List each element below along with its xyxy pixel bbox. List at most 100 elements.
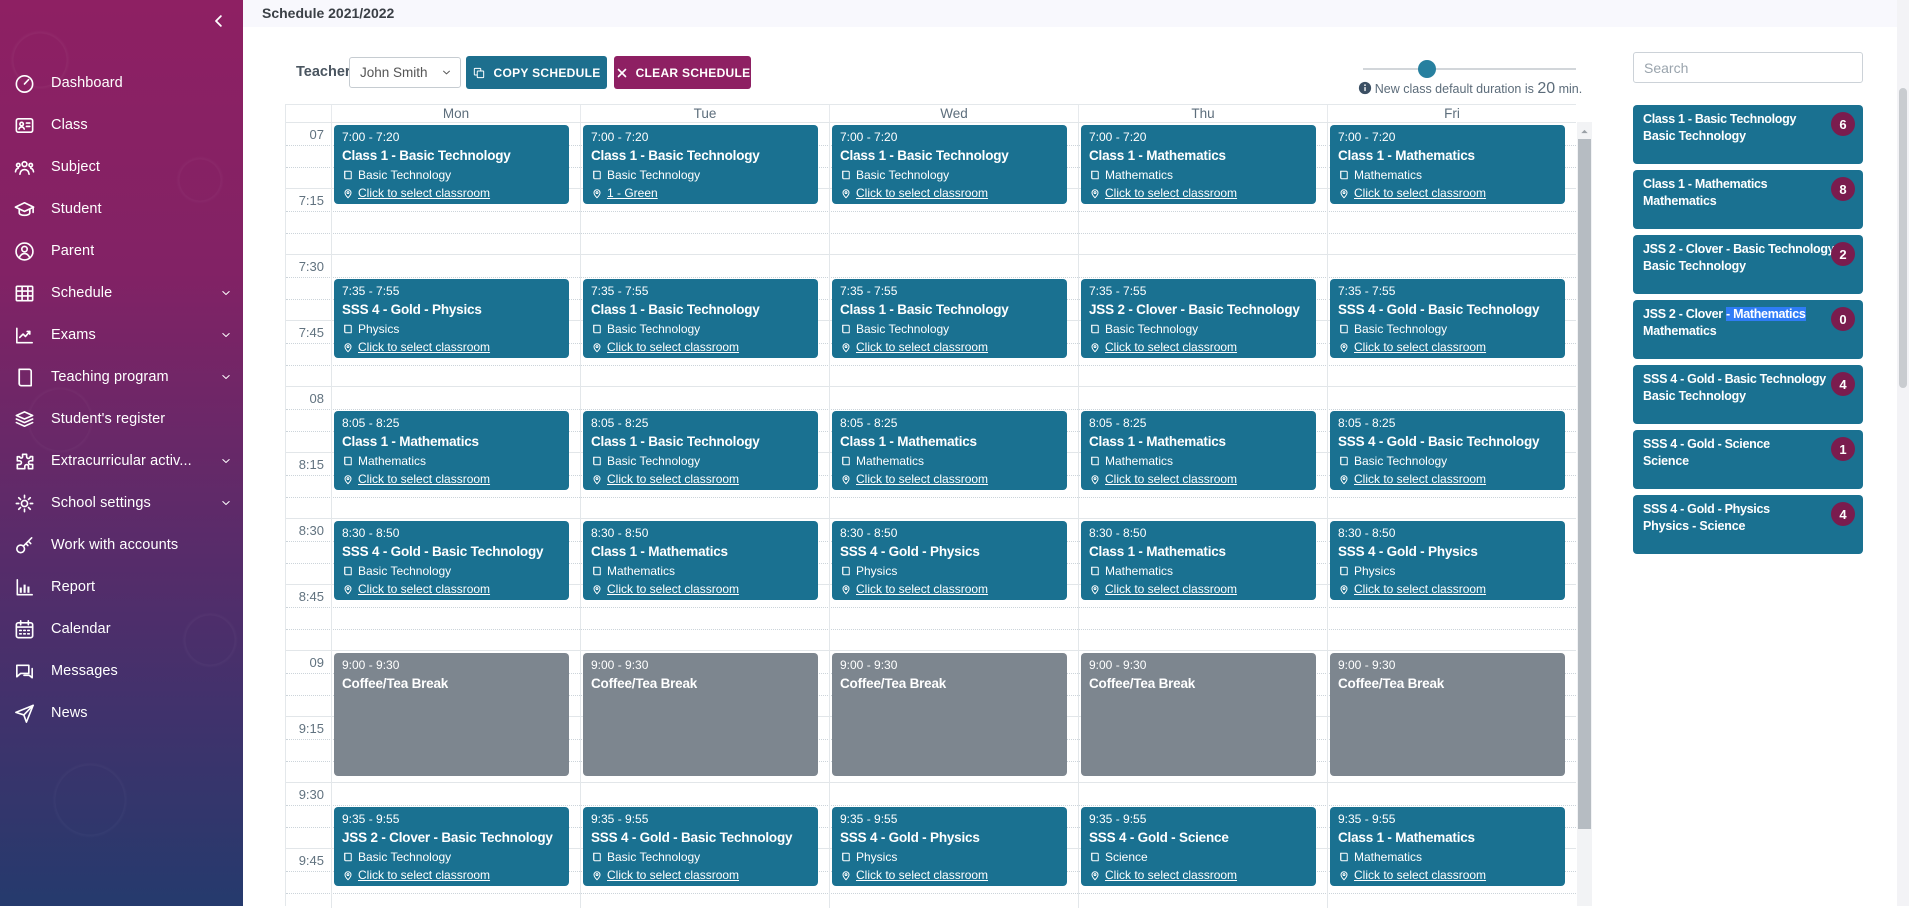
event-subject: Basic Technology [840, 168, 1059, 182]
schedule-event[interactable]: 9:00 - 9:30 Coffee/Tea Break [583, 653, 818, 776]
sidebar-item[interactable]: Student's register [0, 398, 243, 440]
sidebar-item[interactable]: Exams [0, 314, 243, 356]
schedule-event[interactable]: 9:00 - 9:30 Coffee/Tea Break [1330, 653, 1565, 776]
schedule-event[interactable]: 7:00 - 7:20 Class 1 - Basic Technology B… [832, 125, 1067, 204]
schedule-event[interactable]: 7:35 - 7:55 JSS 2 - Clover - Basic Techn… [1081, 279, 1316, 358]
book-icon [840, 565, 852, 577]
schedule-event[interactable]: 7:35 - 7:55 Class 1 - Basic Technology B… [583, 279, 818, 358]
sidebar-item[interactable]: Student [0, 188, 243, 230]
page-scrollbar-thumb[interactable] [1899, 88, 1907, 388]
event-classroom-link[interactable]: Click to select classroom [1338, 472, 1557, 486]
event-classroom-link[interactable]: Click to select classroom [840, 186, 1059, 200]
class-list-item[interactable]: SSS 4 - Gold - Basic Technology Basic Te… [1633, 365, 1863, 424]
schedule-event[interactable]: 9:00 - 9:30 Coffee/Tea Break [1081, 653, 1316, 776]
schedule-event[interactable]: 8:05 - 8:25 SSS 4 - Gold - Basic Technol… [1330, 411, 1565, 490]
book-icon [591, 323, 603, 335]
class-list-item[interactable]: JSS 2 - Clover - Basic Technology Basic … [1633, 235, 1863, 294]
class-list-item[interactable]: SSS 4 - Gold - Science Science 1 [1633, 430, 1863, 489]
event-time: 9:00 - 9:30 [1338, 658, 1396, 672]
sidebar-item[interactable]: Report [0, 566, 243, 608]
event-classroom-link[interactable]: Click to select classroom [1338, 340, 1557, 354]
time-label: 9:15 [298, 721, 324, 736]
copy-schedule-button[interactable]: COPY SCHEDULE [466, 56, 607, 89]
teacher-select[interactable]: John Smith [349, 57, 461, 88]
event-classroom-link[interactable]: Click to select classroom [1089, 582, 1308, 596]
event-classroom-link[interactable]: Click to select classroom [342, 472, 561, 486]
schedule-event[interactable]: 9:00 - 9:30 Coffee/Tea Break [832, 653, 1067, 776]
schedule-event[interactable]: 8:30 - 8:50 SSS 4 - Gold - Physics Physi… [832, 521, 1067, 600]
schedule-event[interactable]: 8:05 - 8:25 Class 1 - Mathematics Mathem… [1081, 411, 1316, 490]
class-list-item[interactable]: SSS 4 - Gold - Physics Physics - Science… [1633, 495, 1863, 554]
event-classroom-link[interactable]: Click to select classroom [342, 868, 561, 882]
count-badge: 4 [1831, 372, 1855, 396]
event-classroom-link[interactable]: Click to select classroom [342, 340, 561, 354]
class-list-item-title: SSS 4 - Gold - Physics [1643, 502, 1770, 516]
class-list-item[interactable]: Class 1 - Mathematics Mathematics 8 [1633, 170, 1863, 229]
schedule-event[interactable]: 7:35 - 7:55 Class 1 - Basic Technology B… [832, 279, 1067, 358]
schedule-event[interactable]: 8:30 - 8:50 Class 1 - Mathematics Mathem… [1081, 521, 1316, 600]
schedule-event[interactable]: 8:05 - 8:25 Class 1 - Mathematics Mathem… [334, 411, 569, 490]
event-classroom-link[interactable]: Click to select classroom [840, 340, 1059, 354]
calendar-icon [13, 618, 36, 641]
event-classroom-link[interactable]: Click to select classroom [1338, 186, 1557, 200]
sidebar-item[interactable]: Messages [0, 650, 243, 692]
schedule-event[interactable]: 7:00 - 7:20 Class 1 - Basic Technology B… [334, 125, 569, 204]
schedule-event[interactable]: 8:05 - 8:25 Class 1 - Basic Technology B… [583, 411, 818, 490]
sidebar-item[interactable]: Schedule [0, 272, 243, 314]
scroll-up-arrow-icon[interactable] [1577, 124, 1592, 136]
event-classroom-link[interactable]: Click to select classroom [591, 582, 810, 596]
schedule-event[interactable]: 7:00 - 7:20 Class 1 - Mathematics Mathem… [1081, 125, 1316, 204]
sidebar-item[interactable]: Calendar [0, 608, 243, 650]
event-classroom-link[interactable]: Click to select classroom [840, 868, 1059, 882]
event-classroom-link[interactable]: Click to select classroom [342, 186, 561, 200]
clear-schedule-button[interactable]: CLEAR SCHEDULE [614, 56, 751, 89]
event-classroom-link[interactable]: Click to select classroom [1089, 472, 1308, 486]
book-icon [1089, 851, 1101, 863]
sidebar-item[interactable]: Parent [0, 230, 243, 272]
sidebar-collapse-button[interactable] [206, 8, 232, 34]
class-list-item[interactable]: JSS 2 - Clover - Mathematics Mathematics… [1633, 300, 1863, 359]
event-classroom-link[interactable]: Click to select classroom [1338, 868, 1557, 882]
schedule-event[interactable]: 9:35 - 9:55 JSS 2 - Clover - Basic Techn… [334, 807, 569, 886]
event-classroom-link[interactable]: Click to select classroom [591, 340, 810, 354]
duration-slider-knob[interactable] [1418, 60, 1436, 78]
schedule-event[interactable]: 9:35 - 9:55 SSS 4 - Gold - Science Scien… [1081, 807, 1316, 886]
event-classroom-link[interactable]: Click to select classroom [1089, 868, 1308, 882]
schedule-event[interactable]: 7:35 - 7:55 SSS 4 - Gold - Basic Technol… [1330, 279, 1565, 358]
event-title: SSS 4 - Gold - Physics [342, 302, 482, 317]
schedule-event[interactable]: 8:05 - 8:25 Class 1 - Mathematics Mathem… [832, 411, 1067, 490]
book-icon [591, 851, 603, 863]
schedule-event[interactable]: 8:30 - 8:50 Class 1 - Mathematics Mathem… [583, 521, 818, 600]
event-classroom-link[interactable]: Click to select classroom [840, 472, 1059, 486]
event-classroom-link[interactable]: Click to select classroom [840, 582, 1059, 596]
event-classroom-link[interactable]: Click to select classroom [1089, 186, 1308, 200]
sidebar-item[interactable]: School settings [0, 482, 243, 524]
sidebar-item[interactable]: News [0, 692, 243, 734]
event-title: Class 1 - Mathematics [1089, 434, 1226, 449]
schedule-event[interactable]: 7:00 - 7:20 Class 1 - Basic Technology B… [583, 125, 818, 204]
event-classroom-link[interactable]: Click to select classroom [342, 582, 561, 596]
schedule-event[interactable]: 9:35 - 9:55 Class 1 - Mathematics Mathem… [1330, 807, 1565, 886]
event-classroom-link[interactable]: Click to select classroom [1089, 340, 1308, 354]
sidebar-item[interactable]: Work with accounts [0, 524, 243, 566]
calendar-body: 07 7:15 7:30 7:45 [286, 123, 1576, 908]
sidebar-item[interactable]: Dashboard [0, 62, 243, 104]
schedule-event[interactable]: 9:35 - 9:55 SSS 4 - Gold - Physics Physi… [832, 807, 1067, 886]
sidebar-item[interactable]: Extracurricular activ... [0, 440, 243, 482]
search-input[interactable] [1633, 52, 1863, 83]
schedule-event[interactable]: 9:35 - 9:55 SSS 4 - Gold - Basic Technol… [583, 807, 818, 886]
schedule-event[interactable]: 8:30 - 8:50 SSS 4 - Gold - Physics Physi… [1330, 521, 1565, 600]
event-classroom-link[interactable]: Click to select classroom [1338, 582, 1557, 596]
calendar-scrollbar-thumb[interactable] [1578, 139, 1591, 829]
schedule-event[interactable]: 8:30 - 8:50 SSS 4 - Gold - Basic Technol… [334, 521, 569, 600]
sidebar-item[interactable]: Class [0, 104, 243, 146]
schedule-event[interactable]: 9:00 - 9:30 Coffee/Tea Break [334, 653, 569, 776]
sidebar-item[interactable]: Teaching program [0, 356, 243, 398]
class-list-item[interactable]: Class 1 - Basic Technology Basic Technol… [1633, 105, 1863, 164]
event-classroom-link[interactable]: Click to select classroom [591, 472, 810, 486]
schedule-event[interactable]: 7:00 - 7:20 Class 1 - Mathematics Mathem… [1330, 125, 1565, 204]
event-classroom-link[interactable]: 1 - Green [591, 186, 810, 200]
sidebar-item[interactable]: Subject [0, 146, 243, 188]
schedule-event[interactable]: 7:35 - 7:55 SSS 4 - Gold - Physics Physi… [334, 279, 569, 358]
event-classroom-link[interactable]: Click to select classroom [591, 868, 810, 882]
